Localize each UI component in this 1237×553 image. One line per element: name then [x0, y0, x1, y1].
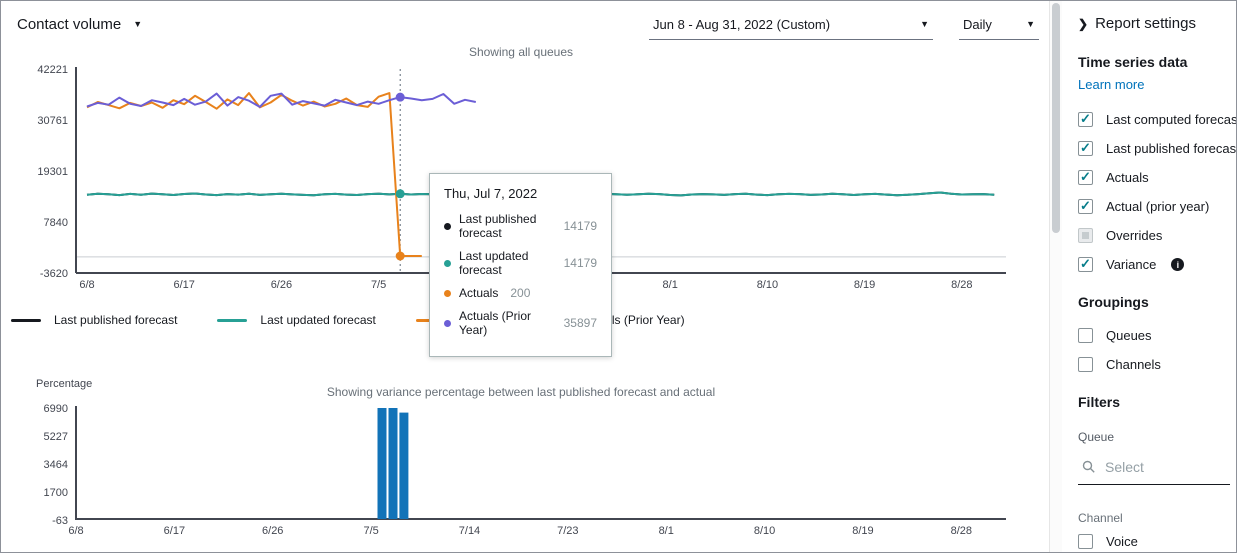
x-tick-label: 8/1 [659, 525, 674, 537]
x-tick-label: 8/19 [852, 525, 873, 537]
learn-more-link[interactable]: Learn more [1078, 77, 1145, 92]
highlight-point-actuals [395, 251, 405, 261]
variance-checkbox[interactable] [1078, 256, 1093, 272]
queues-checkbox[interactable] [1078, 328, 1093, 343]
report-settings-header[interactable]: ❯ Report settings [1078, 15, 1196, 32]
report-settings-panel: ❯ Report settings Time series data Learn… [1062, 1, 1236, 552]
tooltip-row: Actuals 200 [444, 286, 597, 300]
actual-prior-year-checkbox[interactable] [1078, 198, 1093, 214]
last-published-forecast-checkbox[interactable] [1078, 140, 1093, 156]
x-tick-label: 6/17 [164, 525, 185, 537]
vertical-scrollbar[interactable] [1049, 1, 1062, 552]
checkbox-row-actual-prior-year: Actual (prior year) [1078, 198, 1230, 214]
checkbox-row-queues: Queues [1078, 328, 1230, 343]
y-tick-label: 6990 [44, 403, 68, 415]
granularity-select[interactable]: Daily ▼ [959, 17, 1039, 40]
y-tick-label: -3620 [40, 268, 68, 280]
y-tick-label: 1700 [44, 487, 68, 499]
actuals-checkbox[interactable] [1078, 169, 1093, 185]
x-tick-label: 6/8 [79, 279, 94, 291]
date-range-label: Jun 8 - Aug 31, 2022 (Custom) [653, 17, 831, 32]
checkbox-row-last-published-forecast: Last published forecast [1078, 140, 1236, 156]
tooltip-row: Last published forecast 14179 [444, 212, 597, 240]
legend-swatch-last-published [11, 318, 41, 322]
time-series-heading: Time series data [1078, 54, 1188, 70]
series-line-actuals [86, 92, 422, 257]
granularity-label: Daily [963, 17, 992, 32]
series-dot-icon [444, 319, 451, 327]
series-dot-icon [444, 289, 451, 297]
queue-filter-label: Queue [1078, 430, 1115, 444]
variance-bar-7-8 [399, 412, 409, 519]
chevron-down-icon: ▼ [920, 19, 929, 29]
checkbox-row-variance: Variance i [1078, 256, 1230, 272]
y-tick-label: 19301 [37, 166, 68, 178]
x-tick-label: 8/10 [754, 525, 775, 537]
report-type-select[interactable]: Contact volume ▼ [17, 16, 142, 33]
series-dot-icon [444, 222, 451, 230]
series-line-actuals-prior-year- [86, 92, 476, 108]
variance-ylabel: Percentage [36, 378, 93, 390]
date-range-select[interactable]: Jun 8 - Aug 31, 2022 (Custom) ▼ [649, 17, 933, 40]
channel-filter-label: Channel [1078, 511, 1123, 525]
groupings-heading: Groupings [1078, 294, 1149, 310]
x-tick-label: 6/26 [271, 279, 292, 291]
y-tick-label: 5227 [44, 431, 68, 443]
variance-bar-7-7 [388, 408, 398, 519]
legend-swatch-last-updated [217, 318, 248, 322]
x-tick-label: 6/8 [68, 525, 83, 537]
volume-chart-title: Showing all queues [468, 45, 574, 59]
checkbox-row-last-computed-forecast: Last computed forecast [1078, 111, 1236, 127]
scrollbar-thumb[interactable] [1052, 3, 1060, 233]
variance-chart-title: Showing variance percentage between last… [326, 385, 716, 399]
y-tick-label: 3464 [44, 459, 68, 471]
main-header: Contact volume ▼ Jun 8 - Aug 31, 2022 (C… [1, 1, 1049, 45]
info-icon[interactable]: i [1171, 258, 1185, 271]
checkbox-row-channels: Channels [1078, 357, 1230, 372]
x-tick-label: 7/23 [557, 525, 578, 537]
y-tick-label: -63 [52, 515, 68, 527]
x-tick-label: 6/26 [262, 525, 283, 537]
y-tick-label: 30761 [37, 115, 68, 127]
y-tick-label: 7840 [44, 217, 68, 229]
x-tick-label: 8/1 [663, 279, 678, 291]
x-tick-label: 8/28 [951, 525, 972, 537]
y-tick-label: 42221 [37, 64, 68, 76]
voice-checkbox[interactable] [1078, 534, 1093, 549]
x-tick-label: 7/5 [363, 525, 378, 537]
channels-checkbox[interactable] [1078, 357, 1093, 372]
tooltip-row: Actuals (Prior Year) 35897 [444, 309, 597, 337]
x-tick-label: 8/19 [854, 279, 875, 291]
x-tick-label: 6/17 [173, 279, 194, 291]
legend-item: Last published forecast [11, 313, 177, 327]
overrides-checkbox[interactable] [1078, 228, 1093, 243]
highlight-point-last-updated-forecast [395, 189, 405, 199]
x-tick-label: 7/14 [459, 525, 480, 537]
x-tick-label: 8/10 [757, 279, 778, 291]
x-tick-label: 7/5 [371, 279, 386, 291]
legend-item: Last updated forecast [217, 313, 376, 327]
tooltip-row: Last updated forecast 14179 [444, 249, 597, 277]
queue-search-box[interactable] [1078, 456, 1230, 485]
report-type-label: Contact volume [17, 16, 122, 33]
chevron-down-icon: ▼ [1026, 19, 1035, 29]
queue-search-input[interactable] [1105, 459, 1215, 475]
highlight-point-actuals-prior-year- [395, 92, 405, 102]
checkbox-row-overrides: Overrides [1078, 228, 1230, 243]
chevron-down-icon: ▼ [133, 19, 143, 29]
checkbox-row-voice: Voice [1078, 534, 1230, 549]
tooltip-date: Thu, Jul 7, 2022 [444, 186, 538, 201]
main-content: 42221 30761 19301 7840 -3620 6/8 6/17 6/26 7/5 7/… [1, 1, 1049, 552]
search-icon [1082, 460, 1095, 473]
x-tick-label: 8/28 [951, 279, 972, 291]
checkbox-row-actuals: Actuals [1078, 169, 1230, 185]
series-dot-icon [444, 259, 451, 267]
chevron-right-icon: ❯ [1078, 16, 1089, 31]
last-computed-forecast-checkbox[interactable] [1078, 111, 1093, 127]
filters-heading: Filters [1078, 394, 1121, 410]
variance-bar-7-6 [377, 408, 387, 519]
chart-tooltip: Thu, Jul 7, 2022 Last published forecast… [429, 173, 612, 357]
